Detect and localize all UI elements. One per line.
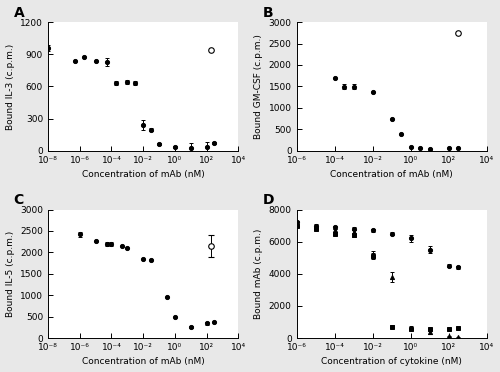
X-axis label: Concentration of cytokine (nM): Concentration of cytokine (nM) [322, 357, 462, 366]
X-axis label: Concentration of mAb (nM): Concentration of mAb (nM) [82, 357, 204, 366]
Text: A: A [14, 6, 24, 20]
Y-axis label: Bound IL-5 (c.p.m.): Bound IL-5 (c.p.m.) [6, 231, 15, 317]
Text: C: C [14, 193, 24, 207]
Y-axis label: Bound mAb (c.p.m.): Bound mAb (c.p.m.) [254, 229, 263, 319]
Y-axis label: Bound IL-3 (c.p.m.): Bound IL-3 (c.p.m.) [6, 43, 15, 129]
Text: D: D [262, 193, 274, 207]
Y-axis label: Bound GM-CSF (c.p.m.): Bound GM-CSF (c.p.m.) [254, 34, 263, 139]
X-axis label: Concentration of mAb (nM): Concentration of mAb (nM) [330, 170, 453, 179]
X-axis label: Concentration of mAb (nM): Concentration of mAb (nM) [82, 170, 204, 179]
Text: B: B [262, 6, 273, 20]
